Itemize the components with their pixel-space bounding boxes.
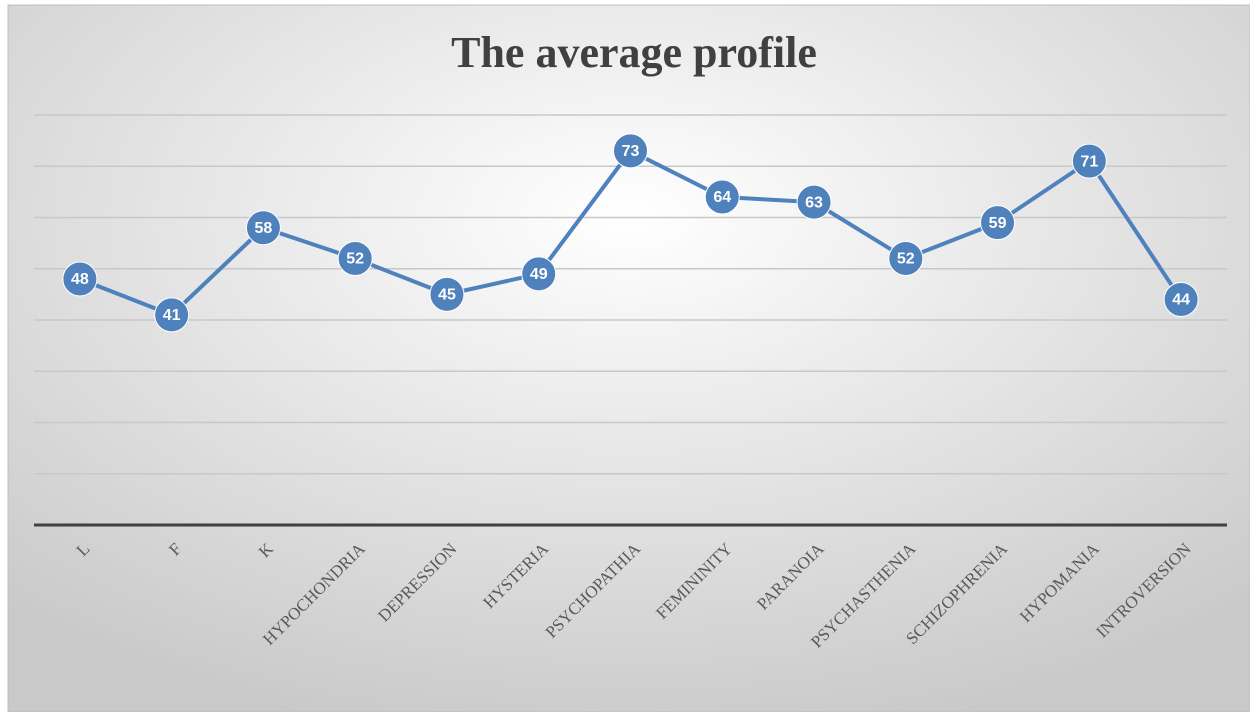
data-point (796, 184, 832, 220)
data-point (337, 241, 373, 276)
data-point (888, 241, 924, 276)
data-label: 45 (438, 287, 456, 304)
data-label: 48 (71, 271, 89, 288)
data-point (154, 297, 190, 333)
data-point (245, 210, 281, 246)
data-point (1163, 282, 1199, 317)
data-label: 73 (622, 143, 640, 160)
data-label: 44 (1172, 292, 1190, 309)
data-point (704, 179, 740, 215)
data-label: 41 (163, 307, 181, 324)
data-point (62, 261, 98, 297)
data-label: 52 (346, 251, 364, 268)
data-label: 71 (1080, 153, 1098, 170)
data-point (429, 276, 465, 312)
chart-title: The average profile (451, 28, 817, 77)
data-label: 59 (989, 215, 1007, 232)
data-point (980, 205, 1016, 241)
data-label: 49 (530, 266, 548, 283)
data-point (521, 256, 557, 292)
data-label: 63 (805, 194, 823, 211)
data-label: 58 (255, 220, 273, 237)
chart-background (7, 4, 1250, 712)
data-label: 52 (897, 251, 915, 268)
data-point (613, 133, 648, 169)
data-point (1071, 143, 1107, 179)
data-label: 64 (713, 189, 731, 206)
